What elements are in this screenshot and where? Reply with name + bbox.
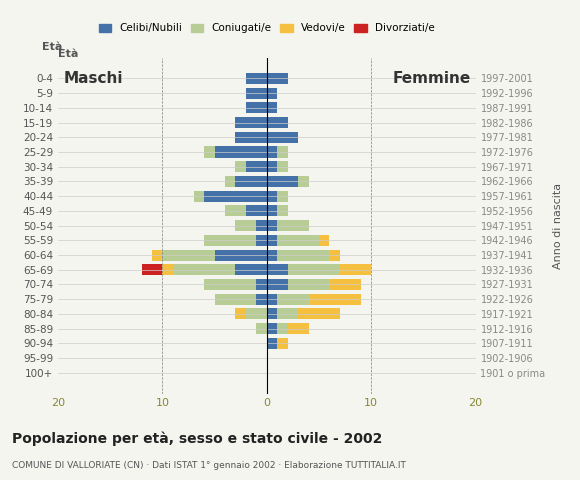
Bar <box>162 264 173 276</box>
Bar <box>235 176 267 187</box>
Bar <box>246 205 267 216</box>
Text: Femmine: Femmine <box>392 71 470 86</box>
Bar <box>235 309 246 320</box>
Bar <box>256 294 267 305</box>
Bar <box>277 205 288 216</box>
Bar <box>267 73 288 84</box>
Bar <box>246 161 267 172</box>
Bar <box>215 250 267 261</box>
Bar <box>267 338 277 349</box>
Bar <box>225 205 246 216</box>
Bar <box>162 250 215 261</box>
Bar <box>277 146 288 157</box>
Bar <box>204 191 267 202</box>
Bar <box>204 235 256 246</box>
Bar <box>267 205 277 216</box>
Text: Età: Età <box>42 42 63 52</box>
Bar <box>267 176 298 187</box>
Bar <box>246 87 267 98</box>
Bar <box>277 294 309 305</box>
Bar <box>267 250 277 261</box>
Text: Età: Età <box>58 49 78 59</box>
Bar <box>288 323 309 334</box>
Bar <box>215 294 256 305</box>
Bar <box>267 294 277 305</box>
Text: Popolazione per età, sesso e stato civile - 2002: Popolazione per età, sesso e stato civil… <box>12 432 382 446</box>
Text: Maschi: Maschi <box>63 71 123 86</box>
Bar <box>340 264 371 276</box>
Bar <box>256 323 267 334</box>
Bar <box>225 176 235 187</box>
Bar <box>267 279 288 290</box>
Bar <box>267 161 277 172</box>
Bar <box>329 250 340 261</box>
Bar <box>235 132 267 143</box>
Bar <box>277 323 288 334</box>
Bar <box>256 220 267 231</box>
Bar <box>288 279 329 290</box>
Bar <box>204 146 215 157</box>
Bar <box>267 87 277 98</box>
Text: COMUNE DI VALLORIATE (CN) · Dati ISTAT 1° gennaio 2002 · Elaborazione TUTTITALIA: COMUNE DI VALLORIATE (CN) · Dati ISTAT 1… <box>12 461 405 470</box>
Bar <box>235 161 246 172</box>
Legend: Celibi/Nubili, Coniugati/e, Vedovi/e, Divorziati/e: Celibi/Nubili, Coniugati/e, Vedovi/e, Di… <box>95 19 439 37</box>
Bar <box>298 176 309 187</box>
Bar <box>309 294 361 305</box>
Bar <box>288 264 340 276</box>
Bar <box>246 102 267 113</box>
Bar <box>173 264 235 276</box>
Bar <box>267 117 288 128</box>
Bar <box>319 235 329 246</box>
Bar <box>246 309 267 320</box>
Bar <box>267 309 277 320</box>
Bar <box>277 235 319 246</box>
Bar <box>267 146 277 157</box>
Bar <box>277 161 288 172</box>
Bar <box>256 235 267 246</box>
Bar <box>152 250 162 261</box>
Bar <box>256 279 267 290</box>
Bar <box>277 309 298 320</box>
Bar <box>267 191 277 202</box>
Bar <box>277 338 288 349</box>
Bar <box>267 102 277 113</box>
Bar <box>329 279 361 290</box>
Bar <box>298 309 340 320</box>
Y-axis label: Anno di nascita: Anno di nascita <box>553 182 563 269</box>
Bar <box>267 323 277 334</box>
Bar <box>267 264 288 276</box>
Bar <box>204 279 256 290</box>
Bar <box>142 264 162 276</box>
Bar <box>267 132 298 143</box>
Bar <box>246 73 267 84</box>
Bar <box>267 235 277 246</box>
Bar <box>194 191 204 202</box>
Bar <box>235 117 267 128</box>
Bar <box>277 220 309 231</box>
Bar <box>235 220 256 231</box>
Bar <box>277 191 288 202</box>
Bar <box>215 146 267 157</box>
Bar <box>235 264 267 276</box>
Bar <box>277 250 329 261</box>
Bar <box>267 220 277 231</box>
